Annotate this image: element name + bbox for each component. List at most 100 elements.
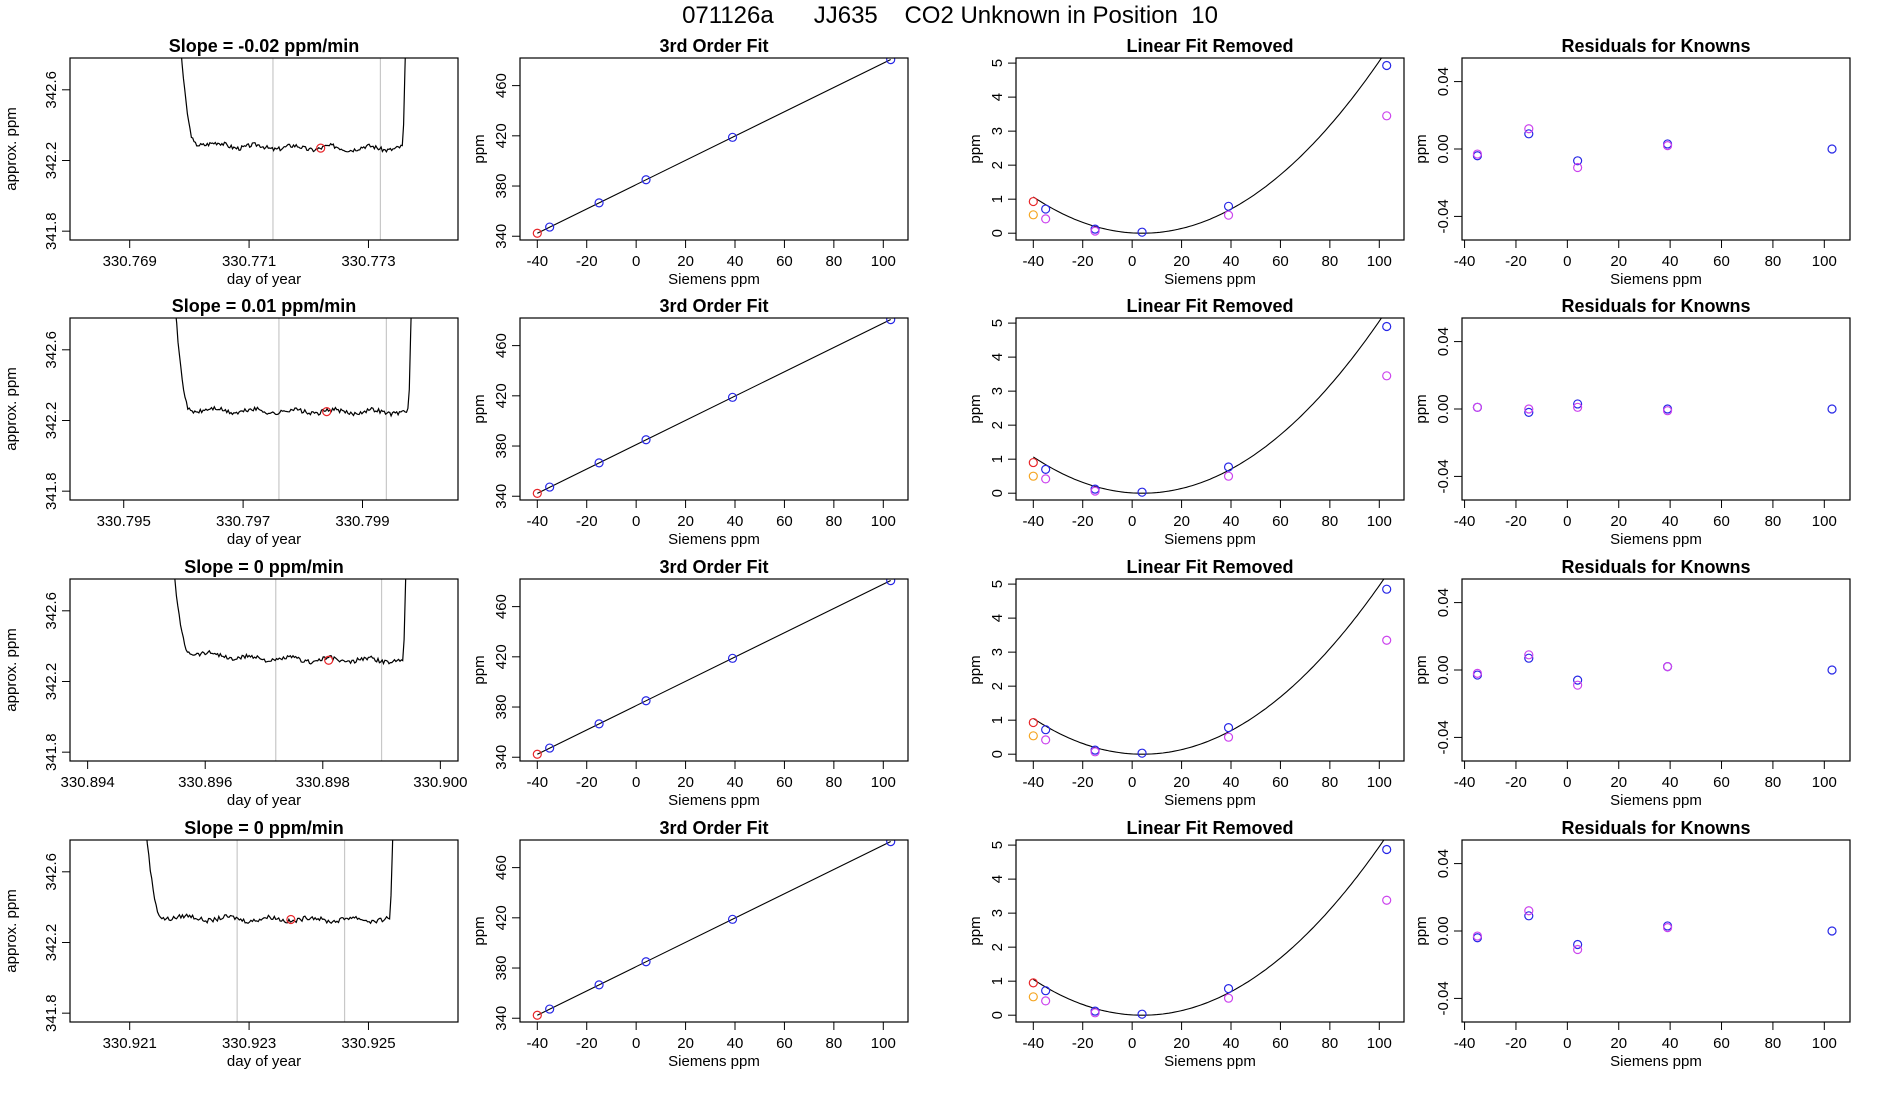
fit-curve: [1032, 318, 1383, 494]
blue-point: [594, 458, 604, 468]
x-tick-label: 60: [1713, 513, 1730, 530]
x-tick-label: 0: [1128, 513, 1136, 530]
magenta-point: [1662, 141, 1673, 151]
x-tick-label: 100: [1812, 1035, 1837, 1052]
panel-title: Linear Fit Removed: [1126, 818, 1293, 838]
x-tick-label: -20: [1072, 253, 1094, 270]
y-tick-label: 0.00: [1435, 916, 1452, 945]
y-tick-label: 341.8: [43, 994, 60, 1032]
x-tick-label: 60: [776, 1035, 793, 1052]
concentration-trace: [181, 58, 406, 153]
y-tick-label: 0.04: [1435, 327, 1452, 356]
x-tick-label: 20: [1173, 774, 1190, 791]
x-tick-label: 60: [776, 253, 793, 270]
magenta-point: [1382, 111, 1392, 121]
x-tick-label: 40: [1223, 774, 1240, 791]
blue-point: [1223, 201, 1234, 211]
magenta-point: [1472, 931, 1483, 941]
blue-point: [1041, 986, 1051, 996]
y-tick-label: 342.2: [43, 402, 60, 440]
plot-frame: [69, 57, 459, 241]
panel-title: Residuals for Knowns: [1561, 296, 1750, 316]
panel-title: Linear Fit Removed: [1126, 557, 1293, 577]
x-tick-label: 100: [1812, 253, 1837, 270]
plot-frame: [1461, 57, 1851, 241]
orange-point: [1028, 471, 1038, 481]
y-axis-label: approx. ppm: [3, 107, 20, 190]
blue-point: [886, 840, 896, 847]
plot-frame: [1461, 317, 1851, 501]
y-tick-label: 1: [989, 977, 1006, 985]
y-tick-label: 3: [989, 127, 1006, 135]
y-axis-label: ppm: [471, 394, 488, 423]
y-axis-label: ppm: [967, 655, 984, 684]
y-tick-label: 340: [493, 224, 510, 249]
x-tick-label: 80: [1322, 253, 1339, 270]
y-tick-label: 4: [989, 614, 1006, 622]
panel-title: Slope = 0.01 ppm/min: [172, 296, 357, 316]
blue-point: [1524, 129, 1534, 139]
magenta-point: [1223, 732, 1234, 742]
y-tick-label: 420: [493, 123, 510, 148]
x-tick-label: -40: [1022, 1035, 1044, 1052]
y-axis-label: ppm: [1413, 916, 1430, 945]
x-tick-label: 330.795: [97, 513, 151, 530]
magenta-point: [1472, 149, 1483, 159]
x-tick-label: 80: [1322, 513, 1339, 530]
magenta-point: [1573, 944, 1583, 955]
x-tick-label: 330.900: [413, 774, 467, 791]
magenta-point: [1382, 371, 1392, 381]
blue-point: [886, 579, 896, 586]
x-tick-label: 80: [1765, 1035, 1782, 1052]
x-tick-label: -20: [576, 1035, 598, 1052]
plot-frame: [519, 57, 909, 241]
data-layer: [532, 318, 896, 498]
y-tick-label: 0: [989, 1011, 1006, 1019]
y-tick-label: 340: [493, 745, 510, 770]
magenta-point: [1573, 402, 1583, 412]
sample-marker: [322, 407, 332, 417]
x-tick-label: -20: [1505, 513, 1527, 530]
x-tick-label: 40: [1662, 774, 1679, 791]
x-tick-label: 40: [1223, 253, 1240, 270]
x-tick-label: 60: [776, 513, 793, 530]
fit-line: [537, 319, 891, 494]
y-tick-label: 340: [493, 1006, 510, 1031]
y-tick-label: 460: [493, 855, 510, 880]
y-tick-label: -0.04: [1435, 199, 1452, 233]
sample-marker: [286, 914, 296, 925]
x-tick-label: 0: [1128, 1035, 1136, 1052]
plot-frame: [1015, 839, 1405, 1023]
red-point: [532, 228, 542, 238]
panel-title: 3rd Order Fit: [659, 557, 768, 577]
magenta-point: [1382, 635, 1392, 645]
blue-point: [1827, 665, 1837, 675]
y-tick-label: 342.6: [43, 71, 60, 109]
x-tick-label: 100: [1367, 253, 1392, 270]
x-tick-label: 0: [632, 513, 640, 530]
y-axis-label: ppm: [967, 394, 984, 423]
y-tick-label: 342.6: [43, 331, 60, 369]
panel-title: Linear Fit Removed: [1126, 296, 1293, 316]
x-tick-label: 20: [677, 774, 694, 791]
x-tick-label: 60: [1713, 253, 1730, 270]
fit-line: [537, 580, 891, 755]
blue-point: [1827, 144, 1837, 154]
magenta-point: [1223, 210, 1234, 220]
y-tick-label: 4: [989, 353, 1006, 361]
x-tick-label: 40: [727, 513, 744, 530]
plot-frame: [1015, 317, 1405, 501]
x-axis-label: Siemens ppm: [668, 531, 760, 548]
panel-title: 3rd Order Fit: [659, 36, 768, 56]
data-layer: [1028, 318, 1392, 497]
x-tick-label: 60: [1272, 513, 1289, 530]
x-tick-label: -20: [1505, 1035, 1527, 1052]
panel-lin-2: Linear Fit Removed-40 -20 0 20 40 60 80 100Siem…: [967, 296, 1405, 548]
panel-res-4: Residuals for Knowns -40 -20 0 20 40 60 80 100 Si…: [1413, 818, 1851, 1070]
x-tick-label: -40: [1454, 513, 1476, 530]
x-tick-label: 40: [727, 774, 744, 791]
x-axis-label: Siemens ppm: [1164, 1053, 1256, 1070]
blue-point: [641, 175, 651, 185]
x-tick-label: -40: [1454, 253, 1476, 270]
y-axis-label: ppm: [967, 916, 984, 945]
